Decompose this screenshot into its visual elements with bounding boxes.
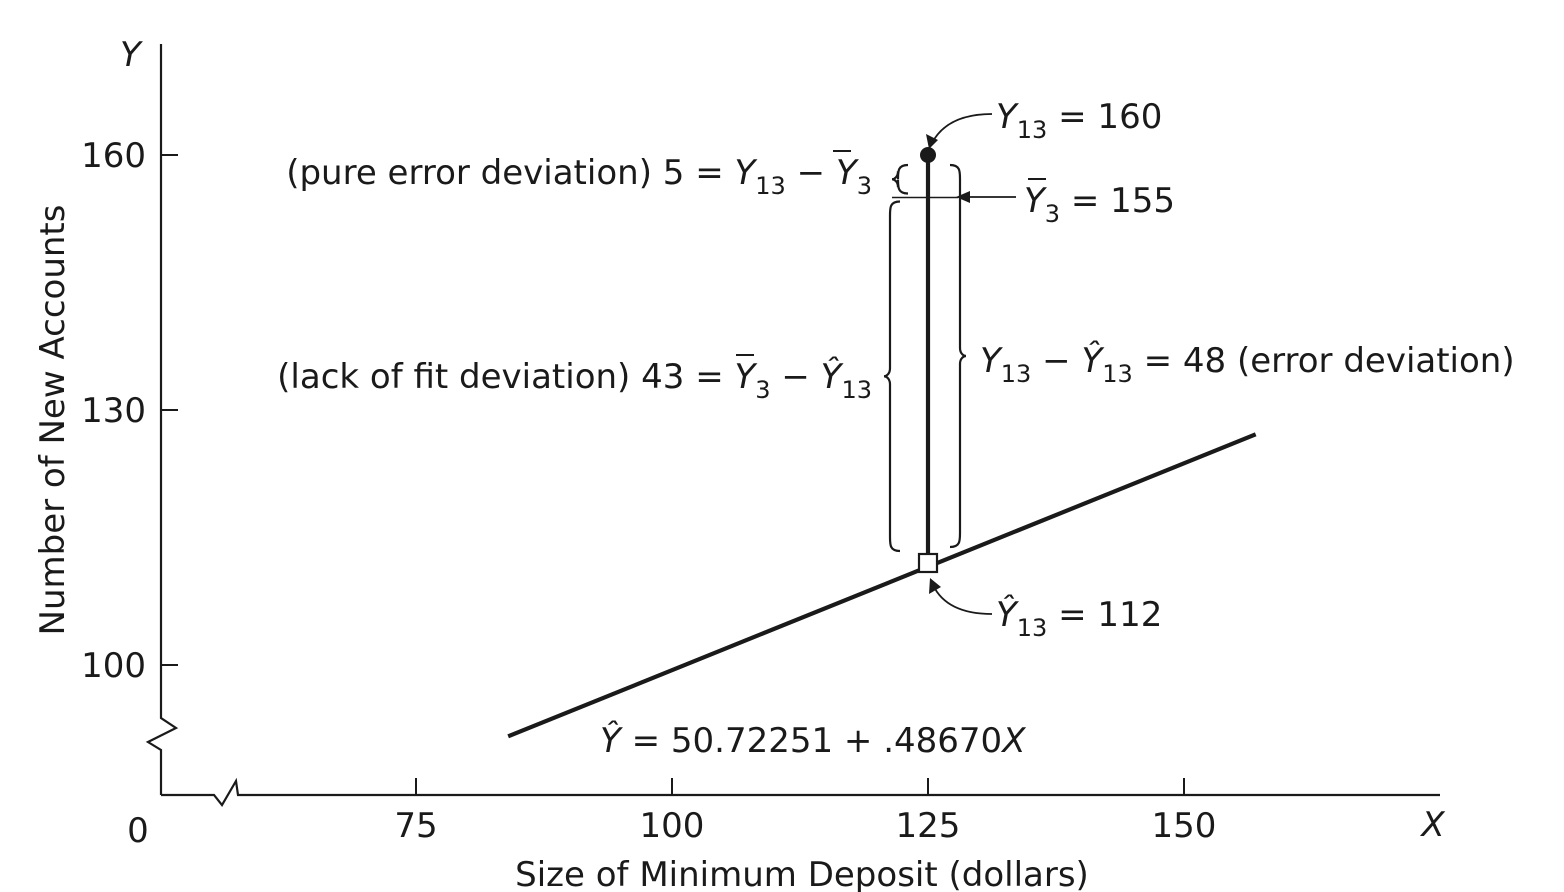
x-tick-label: 75 [394,806,437,846]
callout-arrows [926,113,1016,615]
y13-arrow [931,113,993,144]
y-axis-symbol: Y [120,35,143,75]
regression-line [507,432,1257,739]
y-tick-label: 130 [81,391,146,431]
x-axis-symbol: X [1419,805,1445,845]
x-tick-label: 150 [1152,806,1217,846]
lack-of-fit-brace [883,200,901,553]
y-axis-label: Number of New Accounts [33,205,73,636]
x-axis-label: Size of Minimum Deposit (dollars) [515,855,1089,892]
error-deviation-brace [949,163,967,549]
ybar3-arrowhead [956,191,970,203]
yhat13-label: Ŷ13 = 112 [996,594,1162,642]
x-axis-line [161,777,1440,807]
y-tick-label: 100 [81,646,146,686]
y-tick-label: 160 [81,136,146,176]
x-axis-ticks: 75 100 125 150 [394,778,1216,846]
regression-equation: Ŷ = 50.72251 + .48670X [600,720,1026,761]
y13-label: Y13 = 160 [996,97,1162,144]
origin-label: 0 [127,811,149,851]
y-axis-ticks: 100 130 160 [81,136,178,686]
error-deviation-label: Y13 − Ŷ13 = 48 (error deviation) [980,340,1515,388]
fitted-point [917,552,939,574]
y-axis-line [145,44,179,795]
y13-arrowhead [926,134,938,149]
lack-of-fit-label: (lack of fit deviation) 43 = Y3 − Ŷ13 [277,356,872,404]
yhat13-arrow [932,584,993,615]
x-tick-label: 125 [896,806,961,846]
pure-error-label: (pure error deviation) 5 = Y13 − Y3 [286,153,872,200]
observed-point [920,147,936,163]
ybar3-label: Y3 = 155 [1024,181,1175,228]
pure-error-brace [891,163,909,195]
x-tick-label: 100 [640,806,705,846]
yhat13-arrowhead [929,578,941,594]
